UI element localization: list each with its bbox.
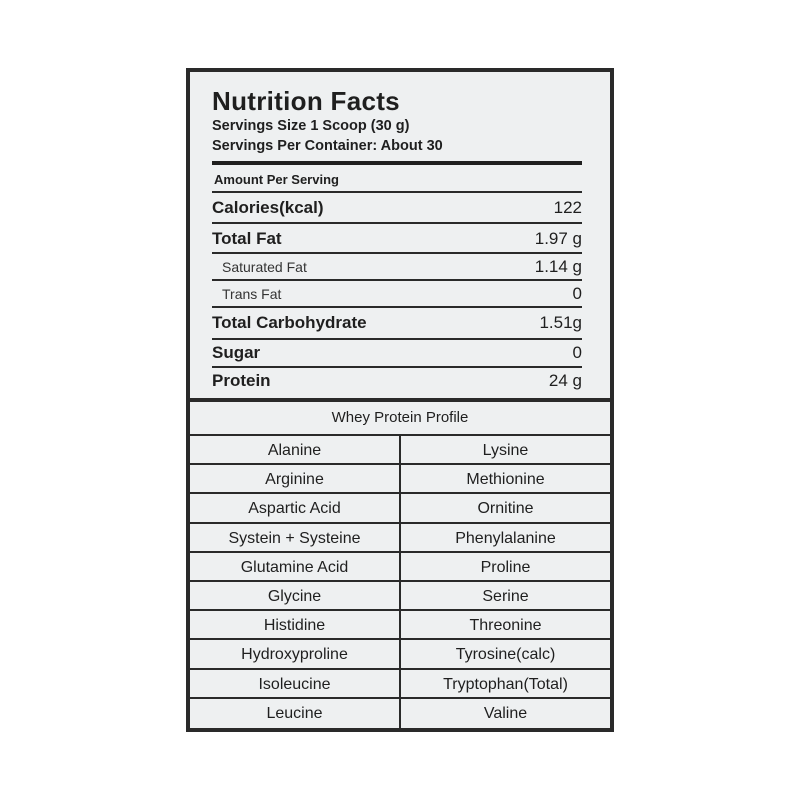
nutrient-row: Calories(kcal) 122 <box>212 195 582 221</box>
row-divider <box>212 338 582 340</box>
servings-per-container: Servings Per Container: About 30 <box>212 138 443 154</box>
amino-acid-cell: Serine <box>401 582 610 612</box>
serving-size: Servings Size 1 Scoop (30 g) <box>212 118 410 134</box>
nutrient-row: Sugar 0 <box>212 340 582 366</box>
nutrient-name: Saturated Fat <box>222 259 307 275</box>
amino-acid-cell: Alanine <box>190 436 401 466</box>
nutrient-name: Protein <box>212 371 271 390</box>
amino-acid-cell: Tyrosine(calc) <box>401 640 610 670</box>
amino-acid-cell: Histidine <box>190 611 401 641</box>
amino-acid-cell: Glutamine Acid <box>190 552 401 582</box>
nutrient-name: Total Carbohydrate <box>212 313 367 332</box>
profile-title: Whey Protein Profile <box>190 402 610 436</box>
nutrient-row: Protein 24 g <box>212 368 582 394</box>
amino-acid-cell: Lysine <box>401 436 610 466</box>
section-divider <box>190 398 610 402</box>
thick-divider <box>212 161 582 165</box>
nutrition-facts-section: Nutrition Facts Servings Size 1 Scoop (3… <box>190 72 610 398</box>
row-divider <box>212 279 582 281</box>
row-divider <box>212 191 582 193</box>
amino-acid-cell: Leucine <box>190 698 401 728</box>
amino-acid-cell: Ornitine <box>401 494 610 524</box>
amount-per-serving: Amount Per Serving <box>214 172 339 187</box>
amino-acid-cell: Methionine <box>401 465 610 495</box>
nutrient-value: 122 <box>553 198 582 217</box>
row-divider <box>212 306 582 308</box>
nutrient-value: 0 <box>572 284 582 303</box>
amino-acid-cell: Aspartic Acid <box>190 494 401 524</box>
nutrient-value: 1.14 g <box>534 257 582 276</box>
nutrient-value: 0 <box>572 343 582 362</box>
nutrition-label: Nutrition Facts Servings Size 1 Scoop (3… <box>186 68 614 732</box>
row-divider <box>212 222 582 224</box>
nutrient-row: Total Carbohydrate 1.51g <box>212 310 582 336</box>
nutrient-row: Trans Fat 0 <box>212 281 582 307</box>
nutrient-value: 24 g <box>548 371 582 390</box>
nutrient-name: Sugar <box>212 343 261 362</box>
amino-acid-cell: Phenylalanine <box>401 524 610 553</box>
nutrient-row: Saturated Fat 1.14 g <box>212 254 582 280</box>
nutrient-name: Total Fat <box>212 229 282 248</box>
amino-acid-cell: Valine <box>483 704 528 722</box>
row-divider <box>212 252 582 254</box>
nutrient-row: Total Fat 1.97 g <box>212 226 582 252</box>
amino-acid-cell: Isoleucine <box>190 669 401 699</box>
amino-acid-cell: Proline <box>401 553 610 582</box>
nutrient-value: 1.97 g <box>534 229 582 248</box>
amino-acid-cell: Tryptophan(Total) <box>401 670 610 699</box>
label-title: Nutrition Facts <box>212 86 400 116</box>
nutrient-name: Trans Fat <box>222 286 282 302</box>
amino-acid-cell: Arginine <box>190 465 401 495</box>
amino-acid-cell: Hydroxyproline <box>190 640 401 670</box>
amino-acid-table: Alanine Arginine Aspartic Acid Systein + Sy… <box>190 436 610 728</box>
amino-acid-cell: Threonine <box>401 611 610 641</box>
amino-acid-cell: Systein + Systeine <box>190 523 401 553</box>
row-divider <box>212 366 582 368</box>
amino-acid-cell: Glycine <box>190 582 401 612</box>
nutrient-name: Calories(kcal) <box>212 198 324 217</box>
nutrient-value: 1.51g <box>539 313 582 332</box>
